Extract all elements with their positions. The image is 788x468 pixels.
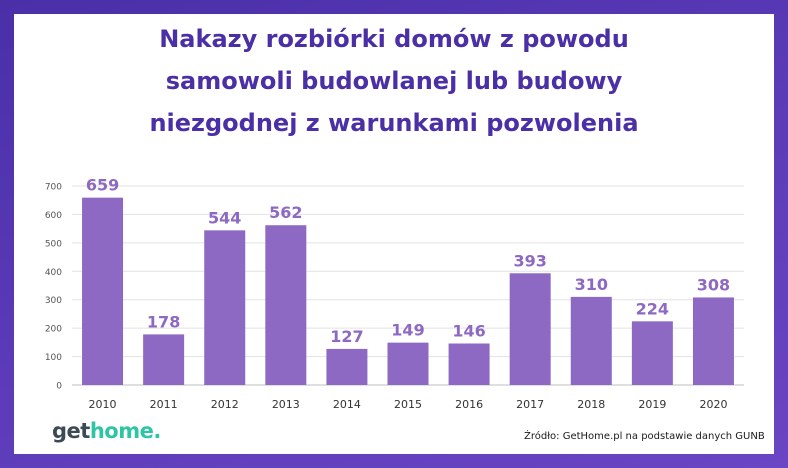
y-tick-label: 400 <box>45 268 62 278</box>
y-tick-label: 500 <box>45 239 62 249</box>
data-label: 127 <box>330 327 363 346</box>
data-label: 308 <box>697 275 730 294</box>
data-label: 544 <box>208 208 241 227</box>
x-tick-label: 2013 <box>272 398 300 411</box>
bar <box>509 273 551 385</box>
y-tick-label: 600 <box>45 211 62 221</box>
title-line-1: Nakazy rozbiórki domów z powodu <box>159 25 629 53</box>
title-line-2: samowoli budowlanej lub budowy <box>165 67 623 95</box>
bar <box>265 225 307 385</box>
x-tick-label: 2020 <box>699 398 727 411</box>
x-tick-label: 2011 <box>150 398 178 411</box>
bar <box>204 230 246 385</box>
chart-title: Nakazy rozbiórki domów z powodu samowoli… <box>0 18 788 144</box>
gethome-logo: gethome. <box>52 419 161 443</box>
bar <box>82 197 124 385</box>
bar <box>387 342 429 385</box>
bar <box>143 334 185 385</box>
x-tick-label: 2017 <box>516 398 544 411</box>
data-label: 562 <box>269 203 302 222</box>
bar <box>631 321 673 385</box>
bar <box>570 296 612 385</box>
data-label: 659 <box>86 176 119 195</box>
logo-part-home: home. <box>89 419 161 443</box>
data-label: 393 <box>513 251 546 270</box>
data-label: 310 <box>575 275 608 294</box>
logo-part-get: get <box>52 419 90 443</box>
bar <box>448 343 490 385</box>
data-label: 149 <box>391 321 424 340</box>
x-tick-label: 2016 <box>455 398 483 411</box>
title-line-3: niezgodnej z warunkami pozwolenia <box>149 109 639 137</box>
y-tick-label: 0 <box>56 382 62 392</box>
data-label: 224 <box>636 299 669 318</box>
x-tick-label: 2019 <box>638 398 666 411</box>
x-tick-label: 2012 <box>211 398 239 411</box>
source-note: Źródło: GetHome.pl na podstawie danych G… <box>524 431 765 442</box>
data-label: 146 <box>452 321 485 340</box>
data-label: 178 <box>147 312 180 331</box>
y-tick-label: 700 <box>45 183 62 193</box>
y-tick-label: 100 <box>45 353 62 363</box>
x-tick-label: 2014 <box>333 398 361 411</box>
x-tick-label: 2015 <box>394 398 422 411</box>
bar <box>692 297 734 385</box>
x-tick-label: 2010 <box>89 398 117 411</box>
x-tick-label: 2018 <box>577 398 605 411</box>
y-tick-label: 300 <box>45 296 62 306</box>
bar <box>326 348 368 385</box>
y-tick-label: 200 <box>45 325 62 335</box>
